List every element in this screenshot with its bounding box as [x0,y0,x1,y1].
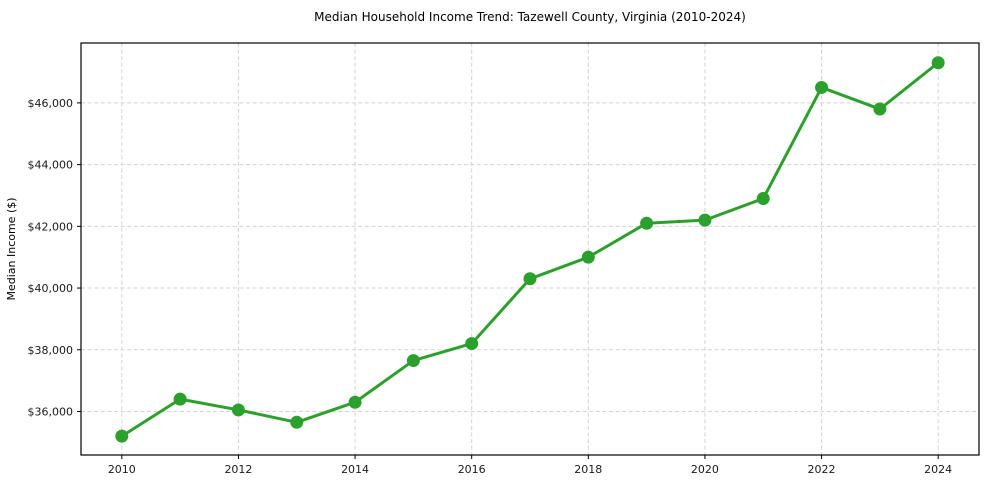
grid-layer [81,43,979,455]
x-tick-label: 2012 [224,463,252,476]
data-point [290,415,304,429]
x-tick-label: 2016 [458,463,486,476]
data-point [581,250,595,264]
data-point [465,337,479,351]
data-point [406,354,420,368]
x-tick-label: 2024 [924,463,952,476]
y-tick-label: $40,000 [28,282,74,295]
chart-title: Median Household Income Trend: Tazewell … [314,10,746,24]
data-point [756,192,770,206]
tick-layer: 2010 2012 2014 2016 2018 2020 2022 2024 $36,000 $… [28,97,953,476]
y-axis-label: Median Income ($) [5,197,18,300]
data-point [698,213,712,227]
data-point [115,429,129,443]
y-tick-label: $36,000 [28,405,74,418]
x-tick-label: 2010 [108,463,136,476]
y-tick-label: $44,000 [28,159,74,172]
x-tick-label: 2022 [808,463,836,476]
data-point [873,102,887,116]
plot-border [80,42,980,456]
data-point [931,56,945,70]
x-tick-label: 2018 [574,463,602,476]
y-tick-label: $38,000 [28,344,74,357]
y-tick-label: $46,000 [28,97,74,110]
data-point [231,403,245,417]
trend-line [120,61,940,438]
axis-layer [80,42,980,456]
x-tick-label: 2020 [691,463,719,476]
data-layer [115,56,945,443]
data-point [523,272,537,286]
data-point [640,216,654,230]
data-point [348,395,362,409]
data-point [815,80,829,94]
y-tick-label: $42,000 [28,220,74,233]
data-point [173,392,187,406]
x-tick-label: 2014 [341,463,369,476]
